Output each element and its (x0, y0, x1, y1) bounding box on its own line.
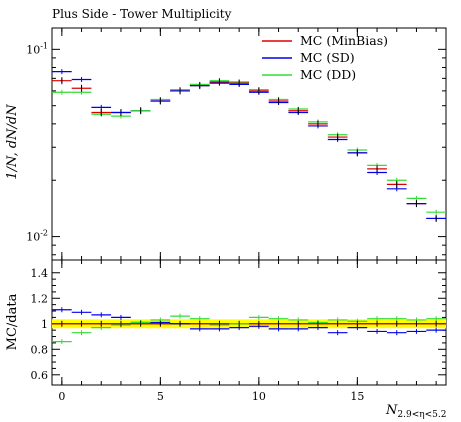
x-axis-label: N2.9<η<5.2 (385, 403, 446, 420)
main-panel-frame (51, 27, 447, 261)
x-axis-label-subscript: 2.9<η<5.2 (397, 410, 446, 420)
x-tick-label: 10 (252, 390, 266, 403)
x-tick-label: 15 (350, 390, 364, 403)
legend: MC (MinBias) MC (SD) MC (DD) (262, 33, 388, 82)
legend-label: MC (MinBias) (300, 33, 388, 48)
series-layer (52, 69, 446, 345)
main-y-axis-label: 1/N, dN/dN (5, 104, 20, 180)
ratio-y-tick-label: 1.4 (31, 267, 49, 280)
legend-label: MC (DD) (300, 67, 356, 82)
x-axis-label-main: N (385, 403, 398, 418)
y-tick-label: 10-1 (26, 41, 48, 56)
ratio-y-tick-label: 1 (41, 318, 48, 331)
legend-label: MC (SD) (300, 50, 355, 65)
ratio-y-axis-label: MC/data (5, 293, 20, 350)
chart-title: Plus Side - Tower Multiplicity (52, 7, 232, 21)
x-tick-label: 0 (58, 390, 65, 403)
ratio-y-tick-label: 0.8 (31, 343, 49, 356)
ratio-y-tick-label: 1.2 (31, 292, 49, 305)
ratio-y-tick-label: 0.6 (31, 369, 49, 382)
x-tick-label: 5 (157, 390, 164, 403)
y-tick-label: 10-2 (26, 229, 48, 244)
